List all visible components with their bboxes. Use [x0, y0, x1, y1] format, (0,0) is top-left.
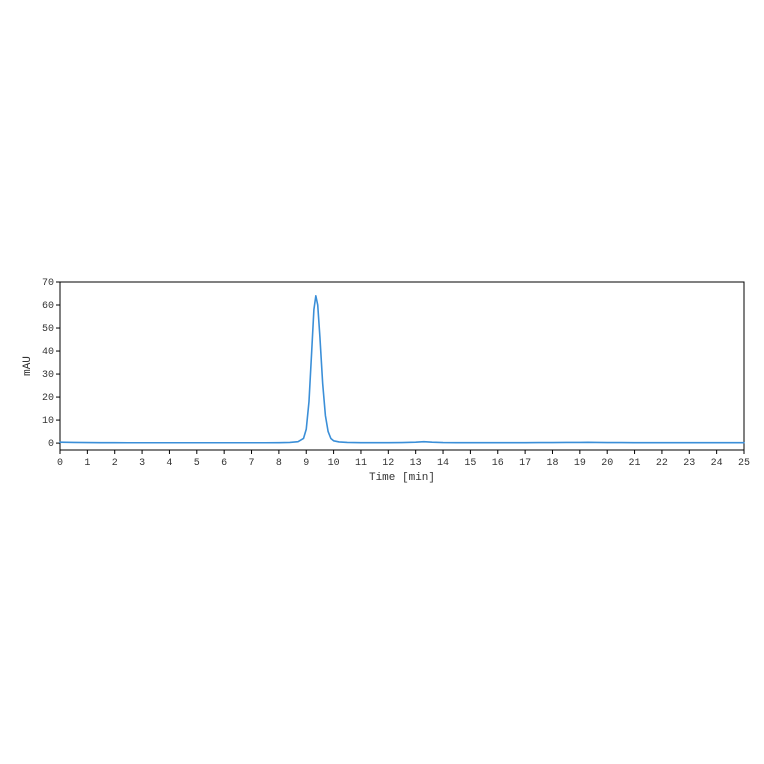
- x-tick-label: 24: [711, 458, 723, 469]
- x-tick-label: 10: [328, 458, 340, 469]
- x-tick-label: 14: [437, 458, 449, 469]
- x-tick-label: 21: [629, 458, 641, 469]
- x-tick-label: 13: [410, 458, 422, 469]
- y-tick-label: 70: [42, 278, 54, 289]
- x-tick-label: 7: [249, 458, 255, 469]
- x-tick-label: 2: [112, 458, 118, 469]
- chromatogram-trace: [60, 296, 744, 443]
- y-tick-label: 30: [42, 370, 54, 381]
- x-tick-label: 23: [683, 458, 695, 469]
- x-tick-label: 22: [656, 458, 668, 469]
- x-tick-label: 4: [166, 458, 172, 469]
- y-tick-label: 20: [42, 393, 54, 404]
- x-tick-label: 25: [738, 458, 750, 469]
- x-tick-label: 1: [84, 458, 90, 469]
- x-tick-label: 8: [276, 458, 282, 469]
- x-axis-title: Time [min]: [369, 472, 435, 484]
- y-tick-label: 50: [42, 324, 54, 335]
- x-tick-label: 19: [574, 458, 586, 469]
- y-axis-title: mAU: [22, 356, 34, 376]
- x-tick-label: 0: [57, 458, 63, 469]
- chart-svg: 0102030405060700123456789101112131415161…: [20, 278, 750, 488]
- x-tick-label: 15: [464, 458, 476, 469]
- x-tick-label: 6: [221, 458, 227, 469]
- x-tick-label: 20: [601, 458, 613, 469]
- y-tick-label: 40: [42, 347, 54, 358]
- y-tick-label: 0: [48, 439, 54, 450]
- x-tick-label: 12: [382, 458, 394, 469]
- x-tick-label: 18: [546, 458, 558, 469]
- x-tick-label: 16: [492, 458, 504, 469]
- plot-border: [60, 282, 744, 450]
- x-tick-label: 17: [519, 458, 531, 469]
- x-tick-label: 9: [303, 458, 309, 469]
- x-tick-label: 3: [139, 458, 145, 469]
- y-tick-label: 60: [42, 301, 54, 312]
- chromatogram-chart: 0102030405060700123456789101112131415161…: [20, 278, 750, 488]
- x-tick-label: 11: [355, 458, 367, 469]
- y-tick-label: 10: [42, 416, 54, 427]
- x-tick-label: 5: [194, 458, 200, 469]
